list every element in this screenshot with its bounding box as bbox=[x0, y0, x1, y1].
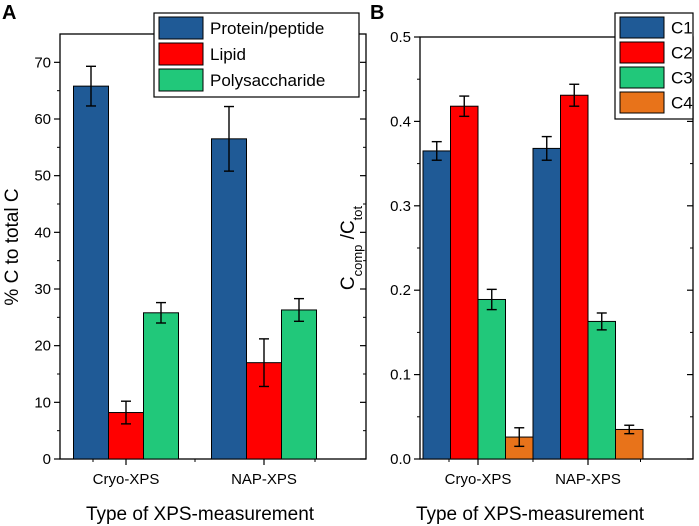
y-axis-b: 0.0 0.1 0.2 0.3 0.4 0.5 bbox=[390, 29, 693, 468]
panel-label-b: B bbox=[370, 2, 384, 24]
x-axis-title-b: Type of XPS-measurement bbox=[416, 504, 645, 525]
y-tick-label: 50 bbox=[34, 168, 51, 185]
legend-label: C2 bbox=[671, 44, 693, 63]
legend-a: Protein/peptide Lipid Polysaccharide bbox=[153, 12, 360, 98]
y-tick-label: 0.3 bbox=[390, 198, 411, 215]
y-title-b-sub1: comp bbox=[350, 245, 365, 277]
y-tick-label: 0 bbox=[43, 451, 51, 468]
bar bbox=[477, 298, 506, 460]
y-tick-label: 30 bbox=[34, 281, 51, 298]
legend-label: C1 bbox=[671, 19, 693, 38]
legend-swatch bbox=[619, 16, 665, 39]
panel-label-a: A bbox=[2, 2, 16, 24]
legend-label: C4 bbox=[671, 94, 693, 113]
x-category-label: Cryo-XPS bbox=[93, 471, 160, 488]
bar bbox=[143, 312, 179, 460]
bar bbox=[587, 320, 616, 460]
legend-label: C3 bbox=[671, 69, 693, 88]
y-tick-label: 0.1 bbox=[390, 367, 411, 384]
bar bbox=[450, 105, 479, 460]
y-axis-title-a: % C to total C bbox=[2, 188, 23, 305]
x-category-label: Cryo-XPS bbox=[445, 471, 512, 488]
legend-label: Lipid bbox=[210, 45, 246, 64]
legend-swatch bbox=[619, 91, 665, 114]
y-axis-title-b: Ccomp /Ctot bbox=[338, 205, 365, 290]
x-axis-a: Cryo-XPS NAP-XPS bbox=[92, 459, 316, 488]
y-tick-label: 0.2 bbox=[390, 282, 411, 299]
y-tick-label: 70 bbox=[34, 54, 51, 71]
y-tick-label: 10 bbox=[34, 394, 51, 411]
bar bbox=[422, 150, 451, 460]
y-tick-label: 20 bbox=[34, 338, 51, 355]
y-title-b-main: C bbox=[338, 276, 359, 290]
y-tick-label: 40 bbox=[34, 224, 51, 241]
x-category-label: NAP-XPS bbox=[231, 471, 297, 488]
bars-b bbox=[422, 83, 644, 460]
bar bbox=[73, 85, 109, 460]
bar bbox=[532, 147, 561, 460]
y-tick-label: 0.5 bbox=[390, 29, 411, 46]
bar bbox=[281, 309, 317, 460]
legend-label: Protein/peptide bbox=[210, 19, 324, 38]
y-tick-label: 0.0 bbox=[390, 451, 411, 468]
bar bbox=[211, 138, 247, 460]
panel-a: A 0 10 20 30 40 50 60 70 Cryo-XPS NAP-XPS % C to… bbox=[2, 2, 367, 525]
y-title-b-sub2: tot bbox=[350, 205, 365, 220]
bars-a bbox=[73, 65, 317, 460]
legend-swatch bbox=[619, 66, 665, 89]
y-axis-a: 0 10 20 30 40 50 60 70 bbox=[34, 54, 366, 468]
legend-swatch bbox=[619, 41, 665, 64]
x-axis-b: Cryo-XPS NAP-XPS bbox=[445, 459, 641, 488]
panel-b: B 0.0 0.1 0.2 0.3 0.4 0.5 Cryo-XPS NAP-XPS Cco… bbox=[338, 2, 694, 525]
y-tick-label: 0.4 bbox=[390, 113, 411, 130]
legend-swatch bbox=[158, 16, 204, 40]
legend-swatch bbox=[158, 68, 204, 92]
x-axis-title-a: Type of XPS-measurement bbox=[86, 504, 315, 525]
y-tick-label: 60 bbox=[34, 111, 51, 128]
legend-label: Polysaccharide bbox=[210, 71, 325, 90]
y-title-b-mid: /C bbox=[338, 220, 359, 244]
x-category-label: NAP-XPS bbox=[555, 471, 621, 488]
legend-swatch bbox=[158, 42, 204, 66]
bar bbox=[560, 94, 589, 460]
legend-b: C1 C2 C3 C4 bbox=[614, 12, 694, 120]
